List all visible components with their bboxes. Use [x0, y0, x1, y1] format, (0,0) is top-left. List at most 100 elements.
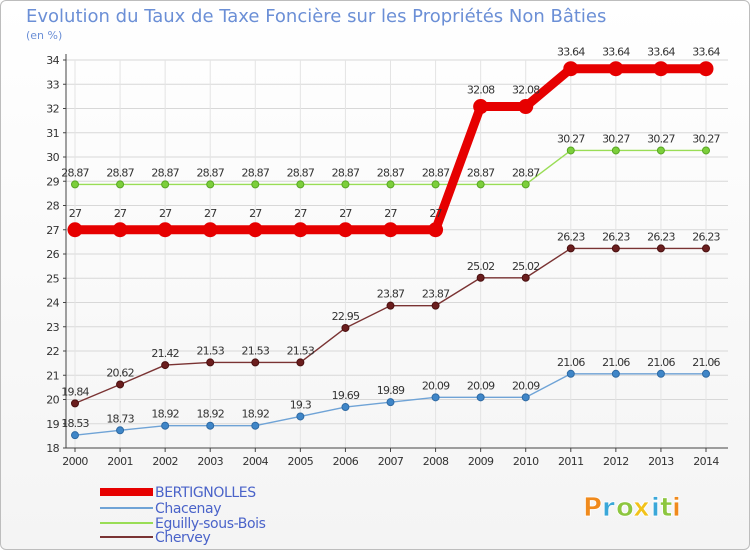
logo-letter: i	[672, 493, 681, 523]
x-tick-label: 2010	[513, 455, 539, 468]
data-label: 28.87	[151, 166, 179, 179]
data-point	[656, 369, 665, 378]
data-label: 28.87	[196, 166, 224, 179]
data-label: 28.87	[377, 166, 405, 179]
data-point	[247, 222, 263, 238]
data-label: 21.06	[557, 356, 585, 369]
x-tick-label: 2007	[378, 455, 404, 468]
data-label: 21.53	[242, 344, 270, 357]
data-point	[202, 222, 218, 238]
data-point	[702, 146, 710, 155]
data-point	[112, 222, 128, 238]
axes	[65, 54, 728, 449]
data-point	[71, 431, 79, 440]
data-label: 18.92	[242, 408, 270, 421]
y-tick-label: 21	[46, 369, 59, 382]
data-label: 18.73	[106, 412, 134, 425]
data-label: 28.87	[332, 166, 360, 179]
logo-letter: P	[583, 493, 602, 523]
y-tick-label: 32	[46, 103, 59, 116]
data-label: 33.64	[557, 46, 585, 59]
data-point	[341, 180, 350, 189]
data-point	[157, 222, 173, 238]
data-point	[608, 61, 624, 77]
logo-letter: i	[651, 493, 660, 523]
data-point	[296, 358, 305, 367]
data-point	[251, 180, 260, 189]
data-point	[71, 399, 79, 408]
data-label: 20.09	[422, 379, 450, 392]
data-point	[341, 323, 350, 332]
data-point	[341, 403, 350, 412]
data-point	[386, 180, 395, 189]
y-tick-label: 18	[46, 442, 59, 455]
x-axis-ticks: 2000 2001 2002 2003 2004 2005 2006 2007 2008 2009…	[62, 448, 720, 468]
data-point	[161, 180, 170, 189]
data-label: 25.02	[512, 260, 540, 273]
data-label: 27	[294, 207, 307, 220]
data-label: 21.06	[647, 356, 675, 369]
data-label: 30.27	[647, 132, 675, 145]
data-point	[518, 99, 534, 115]
data-point	[702, 369, 710, 378]
data-point	[521, 273, 530, 282]
data-point	[563, 61, 579, 77]
x-tick-label: 2009	[468, 455, 494, 468]
data-label: 21.06	[692, 356, 720, 369]
data-label: 21.06	[602, 356, 630, 369]
data-point	[611, 369, 620, 378]
data-point	[431, 180, 440, 189]
data-label: 21.42	[151, 347, 179, 360]
y-tick-label: 30	[46, 151, 59, 164]
data-point	[161, 421, 170, 430]
data-label: 27	[69, 207, 82, 220]
data-point	[473, 99, 489, 115]
chart-title: Evolution du Taux de Taxe Foncière sur l…	[26, 6, 606, 27]
y-tick-label: 23	[46, 321, 59, 334]
x-tick-label: 2013	[648, 455, 674, 468]
data-label: 21.53	[196, 344, 224, 357]
x-tick-label: 2003	[197, 455, 223, 468]
data-point	[431, 393, 440, 402]
legend-label: Chacenay	[155, 501, 221, 517]
data-label: 32.08	[467, 84, 495, 97]
legend-label: Chervey	[155, 530, 211, 546]
data-point	[566, 244, 575, 253]
data-label: 27	[159, 207, 172, 220]
data-point	[116, 426, 125, 435]
data-label: 22.95	[332, 310, 360, 323]
y-tick-label: 28	[46, 200, 59, 213]
legend: BERTIGNOLLESChacenayEguilly-sous-BoisChe…	[100, 485, 266, 546]
y-tick-label: 31	[46, 127, 59, 140]
y-tick-label: 27	[46, 224, 59, 237]
data-point	[611, 146, 620, 155]
x-tick-label: 2012	[603, 455, 629, 468]
data-label: 30.27	[692, 132, 720, 145]
data-label: 27	[384, 207, 397, 220]
data-label: 28.87	[467, 166, 495, 179]
data-point	[698, 61, 714, 77]
data-point	[116, 380, 125, 389]
data-label: 19.69	[332, 389, 360, 402]
data-point	[521, 180, 530, 189]
x-tick-label: 2006	[333, 455, 359, 468]
data-point	[428, 222, 444, 238]
data-point	[292, 222, 308, 238]
data-label: 28.87	[287, 166, 315, 179]
legend-label: Eguilly-sous-Bois	[155, 516, 266, 532]
data-label: 30.27	[557, 132, 585, 145]
data-label: 26.23	[692, 230, 720, 243]
logo-letter: t	[660, 493, 672, 523]
data-label: 27	[249, 207, 262, 220]
logo-letter: r	[602, 493, 615, 523]
data-label: 26.23	[647, 230, 675, 243]
x-tick-label: 2000	[62, 455, 88, 468]
data-label: 28.87	[242, 166, 270, 179]
data-point	[656, 146, 665, 155]
y-tick-label: 20	[46, 394, 59, 407]
data-label: 27	[429, 207, 442, 220]
data-point	[476, 393, 485, 402]
